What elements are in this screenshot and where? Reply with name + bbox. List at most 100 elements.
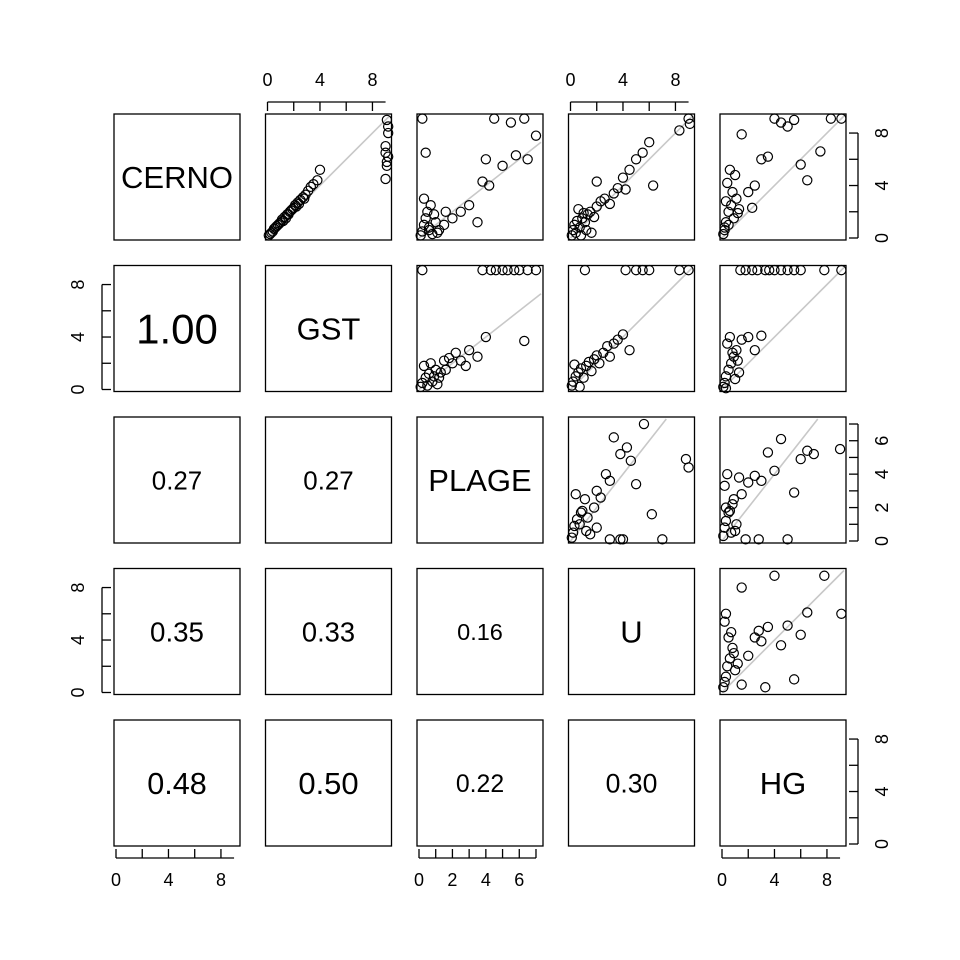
variable-label-cerno: CERNO (121, 160, 233, 195)
panel-frame-u-gst (264, 567, 393, 696)
scatter-point (581, 224, 592, 236)
scatter-point (802, 445, 813, 456)
scatter-point (743, 186, 754, 198)
axis-tick-label-bottom-plage: 2 (447, 870, 457, 890)
scatter-point (825, 113, 837, 124)
scatter-point (788, 487, 800, 498)
axis-tick-label-left-u: 4 (68, 635, 88, 645)
correlation-label-gst-cerno: 1.00 (136, 306, 218, 353)
scatter-point (836, 113, 847, 124)
scatter-point (718, 682, 729, 693)
scatter-point (644, 137, 655, 148)
scatter-point (723, 219, 734, 231)
scatter-point (736, 679, 747, 690)
scatter-point (762, 151, 774, 162)
scatter-point (729, 664, 741, 676)
scatter-point (571, 215, 583, 227)
axis-tick-label-right-plage: 0 (872, 536, 892, 546)
scatter-point (723, 364, 734, 376)
scatter-point (749, 470, 760, 482)
scatter-point (612, 334, 623, 345)
variable-label-u: U (620, 615, 642, 650)
scatter-point (802, 607, 813, 618)
scatter-point (769, 570, 780, 581)
scatter-point (567, 527, 579, 538)
scatter-point (657, 534, 668, 545)
scatter-point (719, 224, 730, 236)
scatter-point (769, 264, 780, 276)
scatter-point (617, 329, 629, 340)
scatter-point (719, 377, 730, 389)
scatter-point (743, 477, 754, 488)
scatter-point (569, 359, 580, 370)
panel-frame-hg-cerno (113, 719, 241, 847)
scatter-point (795, 453, 806, 465)
scatter-point (380, 140, 391, 152)
scatter-point (600, 468, 612, 480)
scatter-point (756, 636, 767, 647)
scatter-point (762, 621, 774, 633)
axis-tick-label-top-gst: 4 (315, 70, 325, 90)
panel-frame-gst-plage (416, 264, 544, 393)
scatter-point (591, 485, 602, 497)
scatter-point (740, 264, 751, 276)
scatter-point (574, 381, 585, 393)
scatter-point (455, 206, 466, 217)
scatter-point (588, 211, 600, 223)
scatter-point (788, 264, 800, 276)
panel-frame-plage-u (567, 416, 696, 544)
scatter-point (719, 676, 730, 688)
scatter-point (510, 150, 522, 161)
panel-frame-plage-cerno (113, 416, 241, 544)
scatter-point (720, 196, 732, 207)
scatter-point (422, 380, 433, 391)
scatter-point (509, 264, 520, 276)
panel-frame-hg-u (567, 719, 696, 847)
scatter-point (586, 365, 597, 377)
scatter-point (608, 338, 619, 349)
scatter-point (728, 647, 740, 659)
scatter-point (719, 522, 730, 533)
scatter-point (729, 525, 741, 537)
scatter-point (280, 213, 292, 224)
scatter-point (647, 180, 659, 191)
scatter-point (417, 113, 428, 124)
axis-tick-label-left-u: 0 (68, 687, 88, 697)
axis-tick-label-top-u: 0 (565, 70, 575, 90)
scatter-point (736, 129, 747, 140)
scatter-point (756, 154, 767, 165)
scatter-point (743, 650, 754, 661)
scatter-point (638, 418, 650, 430)
panel-frame-u-plage (416, 567, 544, 696)
scatter-point (727, 347, 738, 358)
scatter-point (314, 164, 326, 175)
scatter-point (752, 264, 763, 276)
panel-frame-gst-gst (264, 264, 393, 393)
scatter-point (762, 447, 774, 458)
scatter-point (719, 480, 730, 492)
reference-line-gst-u (569, 266, 694, 391)
scatter-point (490, 264, 502, 276)
axis-tick-label-top-gst: 0 (262, 70, 272, 90)
scatter-point (732, 658, 743, 669)
scatter-point (575, 230, 587, 241)
scatter-point (725, 358, 737, 369)
scatter-point (815, 146, 826, 157)
scatter-point (522, 154, 533, 165)
scatter-point (760, 682, 771, 693)
scatter-point (724, 653, 736, 664)
scatter-point (438, 219, 450, 231)
scatter-point (578, 372, 589, 383)
scatter-point (581, 525, 592, 537)
correlation-label-u-cerno: 0.35 (150, 616, 204, 647)
scatter-point (720, 671, 732, 682)
scatter-point (417, 264, 428, 276)
scatter-point (291, 201, 302, 212)
scatter-point (591, 522, 602, 533)
scatter-point (756, 475, 767, 487)
scatter-point (443, 352, 455, 364)
scatter-point (574, 519, 585, 530)
scatter-point (278, 215, 289, 227)
scatter-point (483, 180, 495, 191)
scatter-point (674, 264, 685, 276)
